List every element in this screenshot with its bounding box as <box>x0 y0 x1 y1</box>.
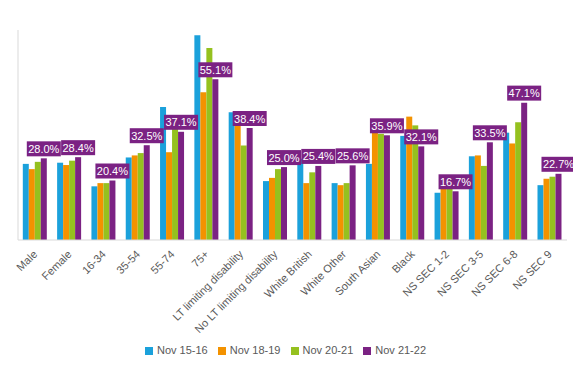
svg-text:55.1%: 55.1% <box>200 64 231 76</box>
svg-text:75+: 75+ <box>189 248 211 270</box>
svg-text:Female: Female <box>39 248 73 282</box>
svg-text:55-74: 55-74 <box>148 248 176 276</box>
svg-text:25.6%: 25.6% <box>337 150 368 162</box>
svg-text:LT limiting disability: LT limiting disability <box>170 247 246 323</box>
html-text:Nov 15-16: Nov 15-16 <box>157 344 208 356</box>
svg-text:25.0%: 25.0% <box>268 152 299 164</box>
svg-text:NS SEC 9: NS SEC 9 <box>510 248 554 292</box>
svg-text:South Asian: South Asian <box>333 248 383 298</box>
svg-text:20.4%: 20.4% <box>97 165 128 177</box>
svg-text:35-54: 35-54 <box>114 248 142 276</box>
html-text:Nov 20-21: Nov 20-21 <box>302 344 354 356</box>
svg-text:47.1%: 47.1% <box>509 87 540 99</box>
svg-text:25.4%: 25.4% <box>303 150 334 162</box>
svg-text:White British: White British <box>261 247 314 300</box>
svg-text:28.4%: 28.4% <box>63 142 94 154</box>
svg-text:16.7%: 16.7% <box>440 176 471 188</box>
svg-text:28.0%: 28.0% <box>28 143 59 155</box>
svg-text:NS SEC 1-2: NS SEC 1-2 <box>400 247 452 299</box>
html-text:Nov 21-22: Nov 21-22 <box>375 344 426 356</box>
svg-text:32.1%: 32.1% <box>406 131 437 143</box>
svg-text:NS SEC 6-8: NS SEC 6-8 <box>469 248 520 299</box>
svg-text:White Other: White Other <box>298 247 349 298</box>
svg-text:16-34: 16-34 <box>80 248 108 276</box>
svg-text:Male: Male <box>14 248 39 273</box>
svg-text:35.9%: 35.9% <box>371 120 402 132</box>
svg-text:33.5%: 33.5% <box>474 127 505 139</box>
svg-text:37.1%: 37.1% <box>165 116 196 128</box>
svg-text:NS SEC 3-5: NS SEC 3-5 <box>434 247 486 299</box>
svg-text:No LT limiting disability: No LT limiting disability <box>192 247 280 336</box>
svg-text:38.4%: 38.4% <box>234 113 265 125</box>
html-text:Nov 18-19: Nov 18-19 <box>229 344 281 356</box>
svg-text:32.5%: 32.5% <box>131 130 162 142</box>
svg-text:22.7%: 22.7% <box>543 158 573 170</box>
svg-text:Black: Black <box>389 247 417 275</box>
